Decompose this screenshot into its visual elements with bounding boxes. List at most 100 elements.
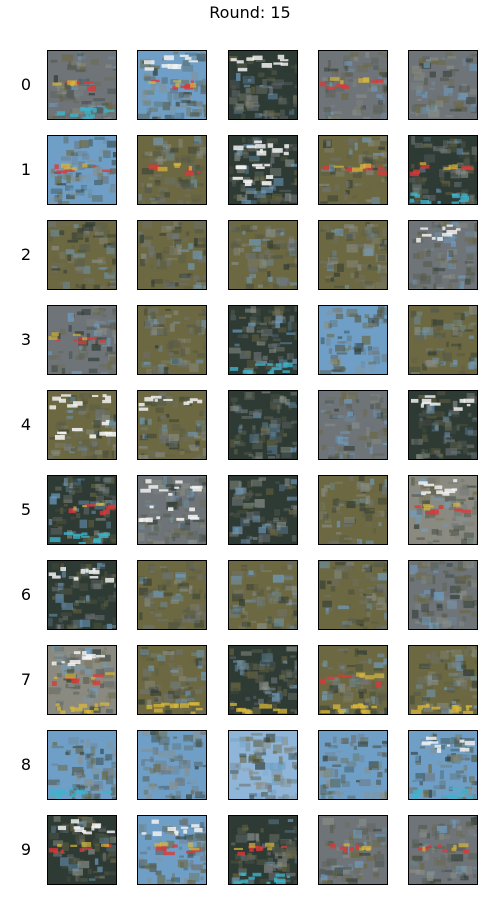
sample-image [409, 476, 477, 544]
generated-sample [408, 135, 478, 205]
sample-image [138, 391, 206, 459]
row-label: 8 [20, 755, 32, 774]
sample-image [319, 136, 387, 204]
generated-sample [408, 390, 478, 460]
sample-image [138, 561, 206, 629]
sample-image [319, 731, 387, 799]
sample-image [319, 816, 387, 884]
sample-image [138, 51, 206, 119]
generated-sample [408, 305, 478, 375]
sample-image [48, 476, 116, 544]
generated-sample [318, 50, 388, 120]
row-label: 9 [20, 840, 32, 859]
generated-sample [228, 730, 298, 800]
generated-sample [137, 50, 207, 120]
generated-sample [137, 645, 207, 715]
generated-sample [408, 475, 478, 545]
sample-image [138, 221, 206, 289]
sample-image [229, 816, 297, 884]
row-label: 2 [20, 245, 32, 264]
generated-sample [47, 50, 117, 120]
sample-image [319, 221, 387, 289]
generated-sample [318, 305, 388, 375]
generated-sample [137, 390, 207, 460]
generated-sample [137, 815, 207, 885]
sample-image [319, 646, 387, 714]
sample-image [229, 391, 297, 459]
generated-sample [408, 645, 478, 715]
sample-image [48, 306, 116, 374]
generated-sample [228, 220, 298, 290]
generated-sample [228, 560, 298, 630]
sample-image [48, 731, 116, 799]
generated-sample [318, 560, 388, 630]
generated-sample [47, 815, 117, 885]
generated-sample [318, 730, 388, 800]
generated-sample [318, 645, 388, 715]
sample-image [229, 306, 297, 374]
sample-image [229, 731, 297, 799]
sample-image [138, 646, 206, 714]
sample-image [229, 136, 297, 204]
row-label: 7 [20, 670, 32, 689]
sample-image [319, 476, 387, 544]
row-label: 4 [20, 415, 32, 434]
generated-sample [318, 815, 388, 885]
generated-sample [318, 475, 388, 545]
generated-sample [228, 135, 298, 205]
sample-image [138, 816, 206, 884]
generated-sample [47, 220, 117, 290]
sample-image [48, 646, 116, 714]
sample-image [138, 306, 206, 374]
sample-image [48, 561, 116, 629]
sample-image [319, 51, 387, 119]
sample-image [229, 561, 297, 629]
generated-sample [408, 560, 478, 630]
generated-sample [318, 135, 388, 205]
generated-sample [47, 560, 117, 630]
sample-image [319, 306, 387, 374]
generated-sample [228, 390, 298, 460]
row-label: 1 [20, 160, 32, 179]
sample-image [229, 51, 297, 119]
generated-sample [408, 220, 478, 290]
generated-sample [408, 730, 478, 800]
generated-sample [228, 815, 298, 885]
generated-sample [137, 135, 207, 205]
sample-image [409, 561, 477, 629]
generated-sample [137, 475, 207, 545]
sample-image [229, 646, 297, 714]
generated-sample [137, 560, 207, 630]
generated-sample [137, 730, 207, 800]
sample-image [48, 136, 116, 204]
sample-image [138, 731, 206, 799]
sample-image [48, 816, 116, 884]
generated-sample [137, 220, 207, 290]
generated-sample [137, 305, 207, 375]
sample-image [138, 476, 206, 544]
generated-sample [47, 390, 117, 460]
sample-image [409, 306, 477, 374]
row-label: 5 [20, 500, 32, 519]
sample-image [409, 221, 477, 289]
generated-sample [408, 50, 478, 120]
sample-image [409, 731, 477, 799]
generated-sample [47, 135, 117, 205]
generated-sample [318, 390, 388, 460]
sample-image [229, 221, 297, 289]
figure-title: Round: 15 [209, 3, 291, 22]
sample-image [319, 391, 387, 459]
sample-image [48, 51, 116, 119]
sample-image [409, 816, 477, 884]
generated-sample [47, 475, 117, 545]
generated-sample [47, 305, 117, 375]
sample-image [409, 136, 477, 204]
sample-image [48, 221, 116, 289]
generated-sample [228, 305, 298, 375]
sample-image [409, 391, 477, 459]
sample-image [409, 51, 477, 119]
row-label: 0 [20, 75, 32, 94]
row-label: 3 [20, 330, 32, 349]
sample-image [319, 561, 387, 629]
